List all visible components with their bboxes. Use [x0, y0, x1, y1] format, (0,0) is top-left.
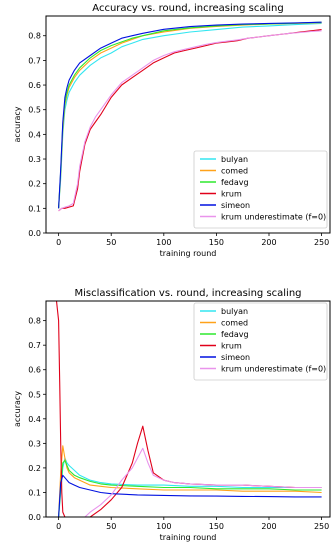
series-group [55, 301, 322, 517]
legend: bulyan comed fedavg krum simeon krum underest… [193, 150, 328, 229]
series-line-bulyan [58, 22, 322, 209]
x-tick-label: 200 [261, 238, 276, 247]
y-tick-label: 0.1 [28, 488, 41, 497]
legend-label: comed [221, 167, 248, 176]
x-tick-label: 0 [56, 522, 61, 531]
y-tick-label: 0.8 [28, 32, 41, 41]
legend: bulyan comed fedavg krum simeon krum underest… [193, 302, 328, 381]
y-tick-label: 0.2 [28, 180, 41, 189]
legend-label: krum underestimate (f=0) [221, 365, 326, 374]
series-line-krum-underestimate-f-0- [58, 30, 322, 212]
x-tick-label: 250 [314, 238, 329, 247]
series-line-krum-underestimate-f-0- [58, 447, 322, 517]
x-axis-label: training round [160, 249, 217, 258]
x-tick-label: 250 [314, 522, 329, 531]
x-axis-label: training round [160, 533, 217, 542]
chart-title: Misclassification vs. round, increasing … [74, 288, 301, 299]
series-line-fedavg [58, 459, 322, 517]
legend-label: krum underestimate (f=0) [221, 213, 326, 222]
x-tick-label: 150 [209, 238, 224, 247]
legend-label: krum [221, 342, 242, 351]
x-tick-label: 50 [106, 238, 116, 247]
x-tick-label: 100 [156, 238, 171, 247]
y-axis-label: accuracy [13, 106, 22, 142]
y-tick-label: 0.8 [28, 317, 41, 326]
series-line-simeon [58, 21, 322, 209]
legend-label: fedavg [221, 178, 249, 187]
legend-label: simeon [221, 353, 250, 362]
x-tick-label: 200 [261, 522, 276, 531]
series-line-fedavg [58, 21, 322, 209]
x-tick-label: 0 [56, 238, 61, 247]
legend-label: fedavg [221, 330, 249, 339]
y-tick-label: 0.1 [28, 204, 41, 213]
y-tick-label: 0.4 [28, 130, 41, 139]
y-tick-label: 0.6 [28, 366, 41, 375]
series-line-simeon [58, 474, 322, 517]
legend-box [193, 150, 328, 229]
y-tick-label: 0.3 [28, 155, 41, 164]
legend-label: comed [221, 319, 248, 328]
legend-label: simeon [221, 201, 250, 210]
y-tick-label: 0.5 [28, 106, 41, 115]
accuracy-chart: Accuracy vs. round, increasing scaling 0 5… [13, 3, 331, 258]
y-tick-label: 0.5 [28, 390, 41, 399]
y-tick-label: 0.6 [28, 81, 41, 90]
series-line-comed [58, 445, 322, 517]
plot-frame [45, 300, 331, 518]
x-tick-label: 150 [209, 522, 224, 531]
y-tick-label: 0.0 [28, 513, 41, 522]
x-tick-label: 50 [106, 522, 116, 531]
plot-frame [45, 15, 331, 234]
legend-label: bulyan [221, 155, 248, 164]
y-tick-label: 0.7 [28, 341, 41, 350]
legend-label: krum [221, 190, 242, 199]
misclassification-chart: Misclassification vs. round, increasing … [13, 288, 331, 542]
chart-title: Accuracy vs. round, increasing scaling [92, 3, 283, 14]
y-tick-label: 0.4 [28, 415, 41, 424]
x-tick-label: 100 [156, 522, 171, 531]
y-tick-label: 0.0 [28, 229, 41, 238]
y-tick-label: 0.2 [28, 464, 41, 473]
legend-box [193, 302, 328, 381]
y-axis-label: accuracy [13, 391, 22, 427]
y-tick-label: 0.7 [28, 56, 41, 65]
legend-label: bulyan [221, 307, 248, 316]
y-tick-label: 0.3 [28, 439, 41, 448]
series-group [58, 21, 322, 212]
